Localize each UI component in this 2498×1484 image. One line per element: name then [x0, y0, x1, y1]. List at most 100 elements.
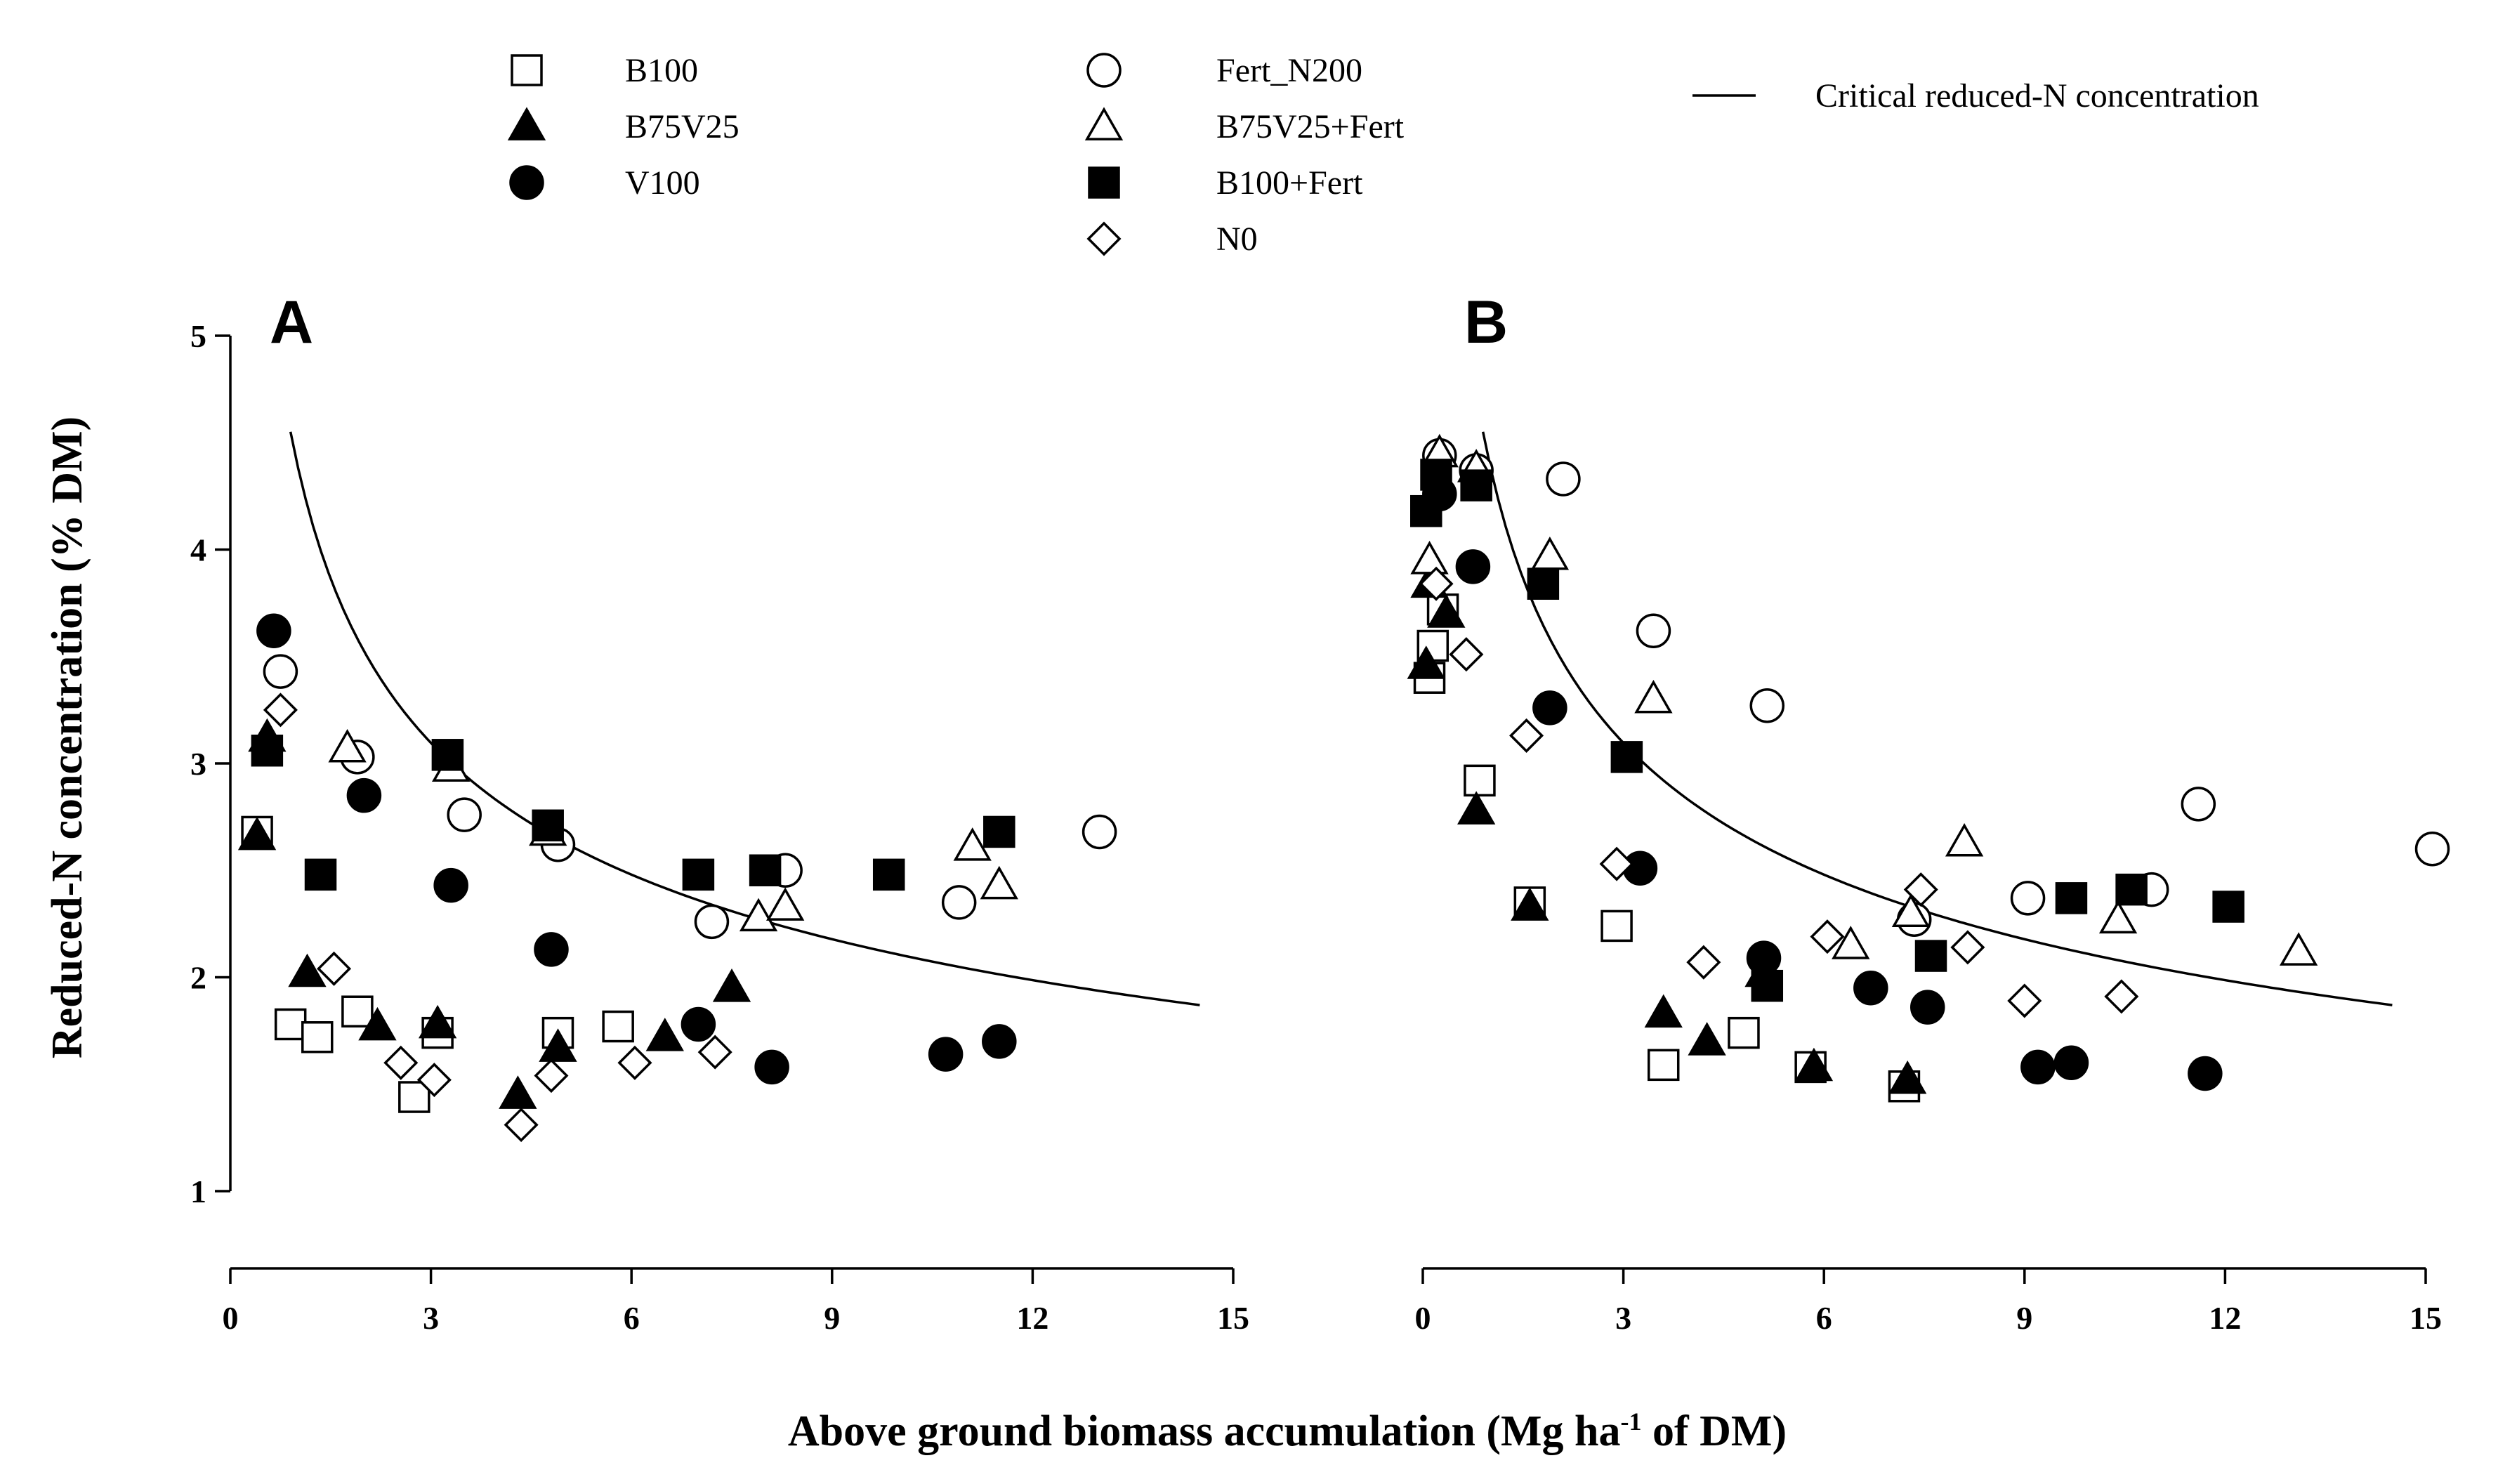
y-tick-label-1: 1	[190, 1174, 206, 1209]
point-a-n0-4-shape	[504, 1108, 539, 1143]
legend-marker-v100-shape	[509, 165, 544, 200]
point-b-n0-6	[1903, 872, 1938, 907]
legend-marker-b75v25-fert-shape	[1084, 107, 1124, 140]
point-a-fert-n200-2-shape	[447, 797, 482, 832]
point-a-b75v25-4	[418, 1004, 457, 1039]
point-a-v100-1	[346, 777, 382, 813]
legend-label-b100-fert: B100+Fert	[1216, 164, 1363, 202]
point-a-b75v25-7-shape	[645, 1018, 684, 1051]
point-b-b100-fert-7	[2055, 882, 2088, 914]
panel-b-series-fert-n200	[1422, 438, 2450, 938]
point-a-n0-0	[263, 692, 298, 728]
y-axis-title: Reduced-N concentration (% DM)	[44, 416, 91, 1058]
point-b-v100-2-shape	[1532, 690, 1567, 725]
point-b-fert-n200-9-shape	[2414, 832, 2450, 867]
point-a-fert-n200-0	[263, 654, 298, 689]
x-tick-label-0: 0	[223, 1300, 239, 1336]
point-b-b75v25-fert-0-shape	[1410, 541, 1449, 574]
point-b-v100-9	[2188, 1056, 2223, 1091]
panel-b-series-n0	[1419, 566, 2139, 1018]
point-a-b75v25-4-shape	[418, 1004, 457, 1039]
point-a-b75v25-fert-4-shape	[765, 887, 805, 921]
point-b-b100-3	[1464, 764, 1496, 797]
point-a-b100-fert-2	[431, 739, 464, 771]
point-a-b100-1	[274, 1008, 307, 1041]
legend-marker-b75v25-fert	[1084, 107, 1124, 140]
point-a-v100-4	[681, 1006, 716, 1042]
point-a-b75v25-fert-6-shape	[980, 865, 1018, 900]
point-b-n0-9-shape	[2104, 979, 2139, 1014]
point-a-b75v25-8-shape	[712, 968, 751, 1002]
point-a-b100-fert-4-shape	[682, 858, 715, 891]
point-b-n0-3-shape	[1599, 846, 1634, 881]
point-b-b75v25-9-shape	[1888, 1060, 1927, 1094]
panel-b-series-b75v25	[1407, 564, 1927, 1094]
legend-label-fert-n200: Fert_N200	[1216, 52, 1362, 89]
point-b-b75v25-fert-3-shape	[1530, 536, 1570, 570]
point-b-b75v25-fert-8	[2098, 900, 2138, 934]
x-tick-label-3: 3	[1615, 1300, 1631, 1336]
point-b-b100-fert-1	[1420, 459, 1452, 491]
point-a-v100-7	[982, 1024, 1017, 1059]
point-a-b75v25-fert-5-shape	[953, 827, 992, 861]
point-a-b100-7	[602, 1010, 634, 1043]
point-a-fert-n200-4-shape	[694, 904, 730, 940]
legend-label-critical: Critical reduced-N concentration	[1815, 77, 2259, 114]
x-tick-label-6: 6	[1816, 1300, 1832, 1336]
point-a-n0-3-shape	[416, 1063, 452, 1098]
point-b-b75v25-5-shape	[1644, 994, 1683, 1028]
point-b-n0-3	[1599, 846, 1634, 881]
point-a-b75v25-5	[499, 1075, 537, 1109]
point-b-n0-7-shape	[1950, 930, 1985, 965]
point-a-b100-fert-7-shape	[983, 815, 1015, 848]
panel-b-letter: B	[1464, 289, 1508, 356]
point-a-b100-fert-2-shape	[431, 739, 464, 771]
point-a-b75v25-fert-3	[739, 898, 778, 932]
point-a-b75v25-fert-5	[953, 827, 992, 861]
point-a-n0-1-shape	[317, 951, 352, 986]
point-a-b75v25-3	[358, 1006, 397, 1041]
point-a-v100-3	[534, 932, 569, 967]
point-b-n0-8-shape	[2007, 983, 2042, 1018]
point-a-b75v25-fert-0-shape	[328, 729, 367, 763]
point-a-v100-3-shape	[534, 932, 569, 967]
point-a-b100-fert-6	[872, 858, 905, 891]
point-b-n0-5	[1810, 919, 1845, 954]
point-b-b75v25-2-shape	[1427, 594, 1466, 628]
x-axis-title-suffix: of DM)	[1642, 1407, 1787, 1455]
point-b-v100-1	[1455, 549, 1491, 584]
panel-a-series-v100	[256, 613, 1017, 1085]
point-b-fert-n200-2-shape	[1546, 461, 1581, 497]
point-b-fert-n200-2	[1546, 461, 1581, 497]
point-a-n0-5	[534, 1058, 569, 1094]
panel-b: B 0 3 6 9 12 15	[1407, 289, 2450, 1336]
point-b-b75v25-fert-7	[1945, 822, 1984, 857]
x-tick-label-9: 9	[824, 1300, 840, 1336]
point-a-n0-1	[317, 951, 352, 986]
x-tick-label-12: 12	[2209, 1300, 2241, 1336]
point-b-b75v25-fert-5-shape	[1832, 926, 1870, 959]
panel-a-series-fert-n200	[263, 654, 1117, 940]
point-a-b100-fert-0-shape	[251, 734, 284, 767]
point-b-b100-fert-4	[1610, 741, 1643, 773]
point-a-n0-6	[617, 1045, 652, 1080]
point-b-n0-0-shape	[1419, 566, 1454, 601]
legend-item-b75v25: B75V25	[507, 107, 739, 145]
point-b-n0-0	[1419, 566, 1454, 601]
point-b-b75v25-fert-6	[1891, 893, 1931, 928]
point-b-b75v25-4-shape	[1511, 887, 1549, 921]
panel-b-series-v100	[1422, 476, 2223, 1091]
point-a-b100-4	[398, 1081, 430, 1113]
point-a-b100-fert-0	[251, 734, 284, 767]
y-tick-label-4: 4	[190, 532, 206, 568]
point-b-v100-1-shape	[1455, 549, 1491, 584]
point-b-b100-fert-9	[2212, 891, 2244, 923]
panel-a-critical-curve	[289, 431, 1200, 1006]
point-a-b75v25-8	[712, 968, 751, 1002]
point-a-n0-2	[383, 1045, 419, 1080]
point-a-b100-1-shape	[274, 1008, 307, 1041]
panel-a-series-b75v25	[237, 718, 751, 1109]
point-b-b100-fert-6	[1914, 940, 1947, 972]
legend-label-n0: N0	[1216, 221, 1258, 258]
point-a-b100-7-shape	[602, 1010, 634, 1043]
